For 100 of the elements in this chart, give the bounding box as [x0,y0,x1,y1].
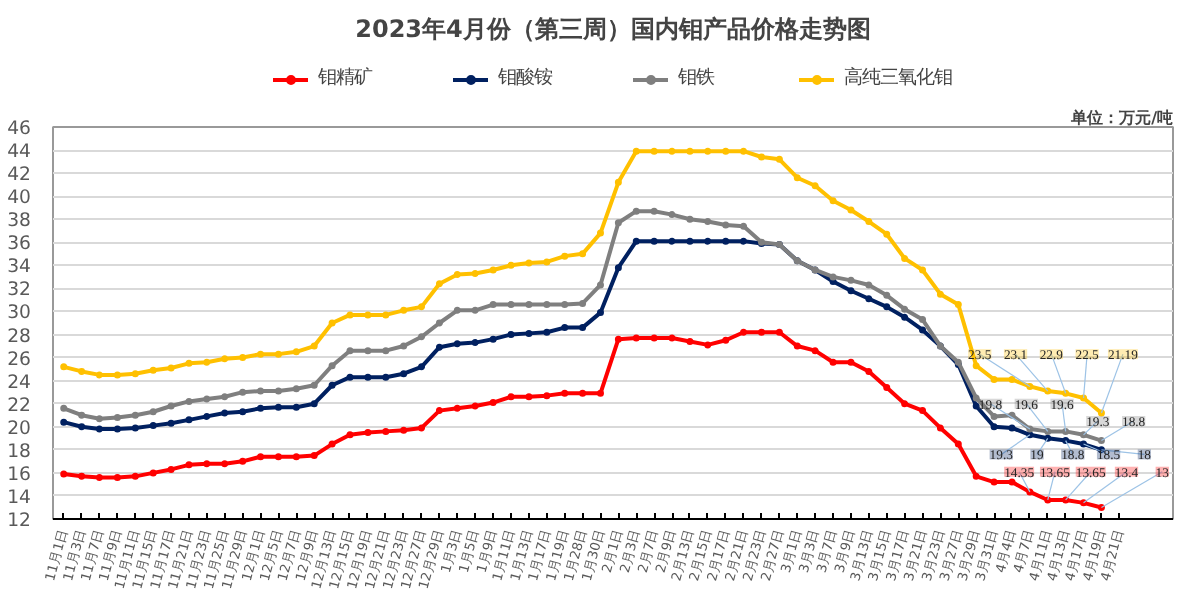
y-tick-label: 32 [7,279,32,302]
point [775,155,783,163]
point [632,147,640,155]
point [668,211,676,219]
point [328,381,336,389]
point [78,423,86,431]
y-tick-label: 20 [7,417,32,440]
point [811,347,819,355]
point [1097,503,1105,511]
y-tick-label: 26 [7,348,32,371]
point [632,237,640,245]
point [650,237,658,245]
point [543,258,551,266]
point [847,287,855,295]
point [310,452,318,460]
point [740,328,748,336]
legend-label: 高纯三氧化钼 [844,65,952,91]
point [149,469,157,477]
point [382,427,390,435]
point [883,230,891,238]
point [936,424,944,432]
point [919,316,927,324]
point [221,393,229,401]
point [883,303,891,311]
point [453,271,461,279]
point [453,340,461,348]
y-tick-label: 46 [7,118,32,140]
point [990,376,998,383]
point [257,350,265,358]
point [185,416,193,424]
y-tick-label: 40 [7,187,32,210]
point [668,147,676,155]
point [758,328,765,336]
point [865,367,873,375]
point [292,453,300,461]
point [668,334,676,342]
point [919,407,927,415]
point [400,370,408,378]
point [418,333,426,341]
point [418,424,426,432]
point [239,457,247,465]
point [60,470,68,478]
point [507,261,515,269]
point [1044,387,1052,395]
point [185,359,193,367]
point [113,474,121,481]
point [203,395,211,403]
point [614,335,622,343]
point [1097,437,1105,445]
y-tick-label: 38 [7,210,32,233]
point [274,453,282,461]
point [847,276,855,284]
point [328,440,336,448]
point [310,381,318,389]
point [1080,440,1088,448]
point [561,252,569,260]
point [328,319,336,327]
y-tick-label: 30 [7,302,32,325]
point [131,411,139,419]
y-tick-label: 28 [7,325,32,348]
point [972,402,980,410]
point [418,303,426,311]
point [60,363,68,371]
point [203,412,211,420]
point [471,339,479,347]
point [292,385,300,393]
point [811,182,819,190]
point [650,334,658,342]
point [740,237,748,245]
point [489,266,497,274]
point [471,306,479,314]
point [704,147,712,155]
point [435,343,443,351]
point [239,388,247,396]
point [1026,425,1034,433]
point [1044,496,1052,504]
point [274,350,282,358]
point [149,422,157,430]
point [310,400,318,408]
point [525,393,533,401]
point [346,373,354,381]
point [364,311,372,319]
point [972,472,980,480]
point [292,348,300,356]
y-tick-label: 36 [7,233,32,256]
point [704,341,712,349]
point [221,460,229,468]
point [382,311,390,319]
point [686,215,694,223]
point [1080,499,1088,507]
point [579,250,587,258]
point [453,404,461,412]
point [954,301,962,309]
point [78,411,86,419]
point [453,306,461,314]
point [149,366,157,374]
y-tick-label: 16 [7,463,32,486]
point [829,197,837,205]
point [364,347,372,355]
text: 单位：万元/吨 [1069,109,1173,127]
